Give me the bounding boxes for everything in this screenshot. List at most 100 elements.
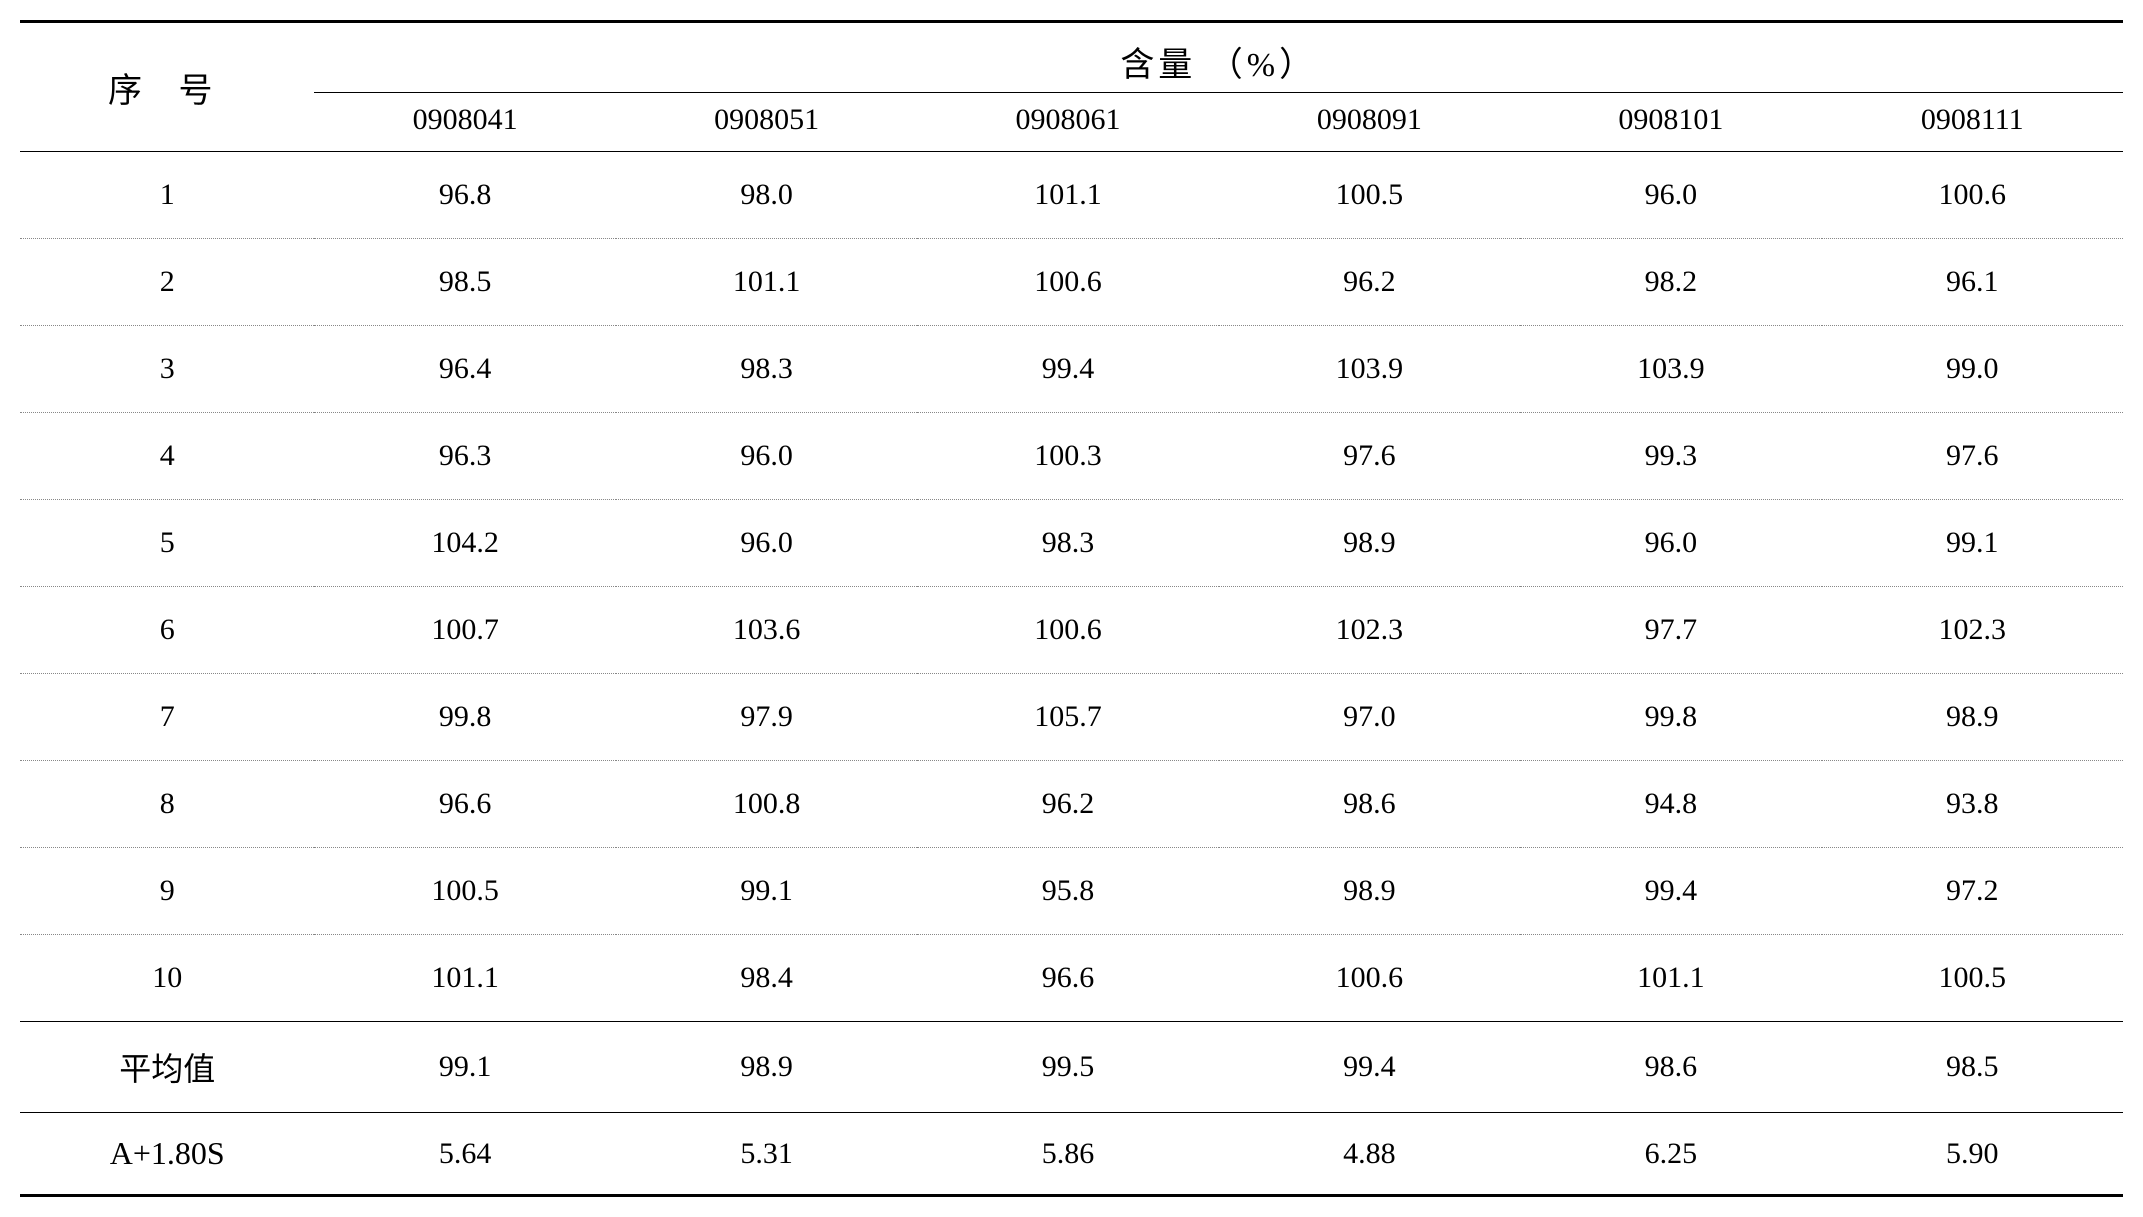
value-cell: 97.6 — [1219, 413, 1520, 500]
summary-value: 99.1 — [314, 1022, 615, 1113]
value-cell: 103.6 — [616, 587, 917, 674]
value-cell: 97.6 — [1822, 413, 2123, 500]
header-columns-row: 0908041 0908051 0908061 0908091 0908101 … — [20, 93, 2123, 152]
table-header: 序 号 含量 （%） 0908041 0908051 0908061 09080… — [20, 22, 2123, 152]
summary-value: 5.90 — [1822, 1113, 2123, 1196]
summary-label: A+1.80S — [20, 1113, 314, 1196]
value-cell: 100.3 — [917, 413, 1218, 500]
value-cell: 96.6 — [314, 761, 615, 848]
table-row: 298.5101.1100.696.298.296.1 — [20, 239, 2123, 326]
value-cell: 101.1 — [616, 239, 917, 326]
value-cell: 100.6 — [917, 587, 1218, 674]
value-cell: 98.5 — [314, 239, 615, 326]
value-cell: 100.5 — [1219, 152, 1520, 239]
value-cell: 94.8 — [1520, 761, 1821, 848]
header-col-3: 0908091 — [1219, 93, 1520, 152]
summary-value: 98.6 — [1520, 1022, 1821, 1113]
value-cell: 99.3 — [1520, 413, 1821, 500]
value-cell: 93.8 — [1822, 761, 2123, 848]
table-row: 10101.198.496.6100.6101.1100.5 — [20, 935, 2123, 1022]
header-col-2: 0908061 — [917, 93, 1218, 152]
value-cell: 96.0 — [616, 500, 917, 587]
summary-value: 5.86 — [917, 1113, 1218, 1196]
summary-value: 99.5 — [917, 1022, 1218, 1113]
summary-value: 5.64 — [314, 1113, 615, 1196]
value-cell: 98.2 — [1520, 239, 1821, 326]
value-cell: 97.7 — [1520, 587, 1821, 674]
seq-cell: 9 — [20, 848, 314, 935]
value-cell: 96.3 — [314, 413, 615, 500]
value-cell: 98.9 — [1219, 848, 1520, 935]
summary-value: 6.25 — [1520, 1113, 1821, 1196]
summary-row: 平均值99.198.999.599.498.698.5 — [20, 1022, 2123, 1113]
seq-cell: 5 — [20, 500, 314, 587]
value-cell: 100.6 — [1822, 152, 2123, 239]
value-cell: 96.6 — [917, 935, 1218, 1022]
value-cell: 97.2 — [1822, 848, 2123, 935]
value-cell: 101.1 — [314, 935, 615, 1022]
value-cell: 100.5 — [314, 848, 615, 935]
value-cell: 100.5 — [1822, 935, 2123, 1022]
table-summary: 平均值99.198.999.599.498.698.5A+1.80S5.645.… — [20, 1022, 2123, 1196]
summary-label: 平均值 — [20, 1022, 314, 1113]
table-row: 9100.599.195.898.999.497.2 — [20, 848, 2123, 935]
value-cell: 102.3 — [1219, 587, 1520, 674]
value-cell: 96.0 — [1520, 500, 1821, 587]
table-row: 896.6100.896.298.694.893.8 — [20, 761, 2123, 848]
value-cell: 97.0 — [1219, 674, 1520, 761]
summary-value: 98.5 — [1822, 1022, 2123, 1113]
value-cell: 99.0 — [1822, 326, 2123, 413]
table-row: 5104.296.098.398.996.099.1 — [20, 500, 2123, 587]
value-cell: 96.2 — [1219, 239, 1520, 326]
value-cell: 99.4 — [1520, 848, 1821, 935]
value-cell: 98.9 — [1822, 674, 2123, 761]
table-row: 396.498.399.4103.9103.999.0 — [20, 326, 2123, 413]
value-cell: 96.0 — [1520, 152, 1821, 239]
value-cell: 103.9 — [1520, 326, 1821, 413]
value-cell: 100.6 — [1219, 935, 1520, 1022]
value-cell: 96.8 — [314, 152, 615, 239]
value-cell: 98.6 — [1219, 761, 1520, 848]
seq-cell: 8 — [20, 761, 314, 848]
table-body: 196.898.0101.1100.596.0100.6298.5101.110… — [20, 152, 2123, 1022]
value-cell: 99.4 — [917, 326, 1218, 413]
seq-cell: 1 — [20, 152, 314, 239]
seq-cell: 3 — [20, 326, 314, 413]
value-cell: 98.3 — [917, 500, 1218, 587]
table-row: 196.898.0101.1100.596.0100.6 — [20, 152, 2123, 239]
summary-value: 5.31 — [616, 1113, 917, 1196]
value-cell: 98.4 — [616, 935, 917, 1022]
seq-cell: 2 — [20, 239, 314, 326]
value-cell: 100.6 — [917, 239, 1218, 326]
value-cell: 95.8 — [917, 848, 1218, 935]
seq-cell: 10 — [20, 935, 314, 1022]
value-cell: 98.3 — [616, 326, 917, 413]
seq-cell: 6 — [20, 587, 314, 674]
summary-value: 4.88 — [1219, 1113, 1520, 1196]
content-uniformity-table: 序 号 含量 （%） 0908041 0908051 0908061 09080… — [20, 20, 2123, 1197]
header-col-1: 0908051 — [616, 93, 917, 152]
value-cell: 100.8 — [616, 761, 917, 848]
value-cell: 98.0 — [616, 152, 917, 239]
header-col-5: 0908111 — [1822, 93, 2123, 152]
value-cell: 101.1 — [917, 152, 1218, 239]
header-group: 含量 （%） — [314, 22, 2123, 93]
table-row: 799.897.9105.797.099.898.9 — [20, 674, 2123, 761]
summary-value: 99.4 — [1219, 1022, 1520, 1113]
summary-row: A+1.80S5.645.315.864.886.255.90 — [20, 1113, 2123, 1196]
value-cell: 105.7 — [917, 674, 1218, 761]
header-col-4: 0908101 — [1520, 93, 1821, 152]
value-cell: 102.3 — [1822, 587, 2123, 674]
table-row: 496.396.0100.397.699.397.6 — [20, 413, 2123, 500]
value-cell: 103.9 — [1219, 326, 1520, 413]
summary-value: 98.9 — [616, 1022, 917, 1113]
header-col-0: 0908041 — [314, 93, 615, 152]
value-cell: 96.0 — [616, 413, 917, 500]
value-cell: 104.2 — [314, 500, 615, 587]
value-cell: 99.8 — [1520, 674, 1821, 761]
header-seq: 序 号 — [20, 22, 314, 152]
value-cell: 101.1 — [1520, 935, 1821, 1022]
table-row: 6100.7103.6100.6102.397.7102.3 — [20, 587, 2123, 674]
value-cell: 96.2 — [917, 761, 1218, 848]
value-cell: 99.1 — [616, 848, 917, 935]
